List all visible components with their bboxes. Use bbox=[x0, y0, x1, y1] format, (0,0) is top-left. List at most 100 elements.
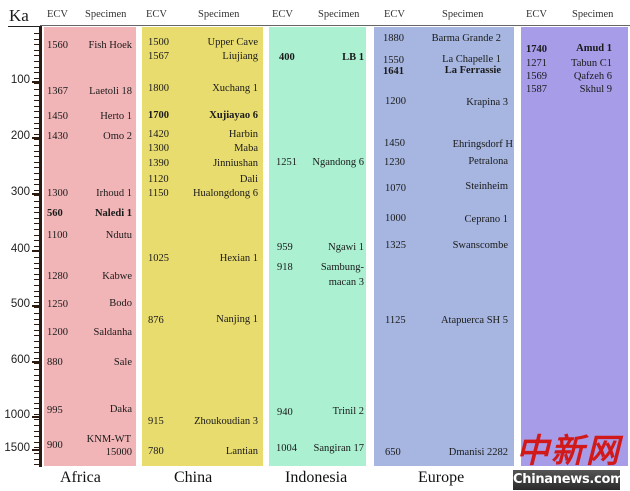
watermark-logo-chinese: 中新网 bbox=[516, 431, 621, 470]
ecv-value: 1100 bbox=[47, 230, 68, 241]
minor-tick bbox=[34, 458, 40, 460]
ecv-value: 940 bbox=[277, 407, 293, 418]
specimen-name: Atapuerca SH 5 bbox=[440, 315, 508, 326]
major-tick bbox=[32, 81, 40, 83]
specimen-name: Ndutu bbox=[105, 230, 132, 241]
specimen-name: Hualongdong 6 bbox=[192, 188, 258, 199]
region-label-europe: Europe bbox=[418, 469, 465, 486]
major-tick bbox=[32, 305, 40, 307]
specimen-name-line2: 15000 bbox=[105, 447, 132, 458]
ecv-value: 1271 bbox=[526, 58, 547, 69]
specimen-name: Upper Cave bbox=[207, 37, 258, 48]
minor-tick bbox=[34, 385, 40, 387]
specimen-name-highlighted: La Ferrassie bbox=[444, 65, 501, 76]
minor-tick bbox=[34, 38, 40, 40]
ecv-value: 1390 bbox=[148, 158, 169, 169]
indonesia-ecv-header: ECV bbox=[272, 9, 293, 20]
minor-tick bbox=[34, 391, 40, 393]
ecv-value: 1430 bbox=[47, 131, 68, 142]
panel-africa bbox=[44, 27, 136, 466]
specimen-name: Bodo bbox=[109, 298, 132, 309]
specimen-name: Sangiran 17 bbox=[313, 443, 364, 454]
minor-tick bbox=[34, 402, 40, 404]
ecv-value: 1560 bbox=[47, 40, 68, 51]
minor-tick bbox=[34, 419, 40, 421]
west-asia-specimen-header: Specimen bbox=[572, 9, 614, 20]
ecv-value-highlighted: 1641 bbox=[383, 66, 404, 77]
minor-tick bbox=[34, 195, 40, 197]
minor-tick bbox=[34, 257, 40, 258]
west-asia-ecv-header: ECV bbox=[526, 9, 547, 20]
panel-indonesia bbox=[269, 27, 366, 466]
specimen-name: Kabwe bbox=[102, 271, 132, 282]
specimen-name: Fish Hoek bbox=[88, 40, 132, 51]
minor-tick bbox=[34, 201, 40, 202]
tick-label: 300 bbox=[10, 186, 30, 198]
ecv-value: 1500 bbox=[148, 37, 169, 48]
specimen-name: Trinil 2 bbox=[332, 406, 364, 417]
ecv-value: 1000 bbox=[385, 213, 406, 224]
ecv-value: 876 bbox=[148, 315, 164, 326]
tick-label: 400 bbox=[10, 243, 30, 255]
major-tick bbox=[32, 416, 40, 418]
minor-tick bbox=[34, 49, 40, 51]
region-label-africa: Africa bbox=[60, 469, 101, 486]
minor-tick bbox=[34, 329, 40, 331]
major-tick bbox=[32, 250, 40, 252]
minor-tick bbox=[34, 117, 40, 118]
minor-tick bbox=[34, 212, 40, 214]
minor-tick bbox=[34, 150, 40, 152]
minor-tick bbox=[34, 178, 40, 180]
minor-tick bbox=[34, 273, 40, 275]
minor-tick bbox=[34, 223, 40, 225]
specimen-name: Zhoukoudian 3 bbox=[194, 416, 258, 427]
indonesia-specimen-header: Specimen bbox=[318, 9, 360, 20]
panel-china bbox=[142, 27, 263, 466]
ecv-value: 1880 bbox=[383, 33, 404, 44]
minor-tick bbox=[34, 156, 40, 158]
minor-tick bbox=[34, 313, 40, 314]
minor-tick bbox=[34, 352, 40, 354]
minor-tick bbox=[34, 139, 40, 141]
minor-tick bbox=[34, 290, 40, 292]
ecv-value: 1587 bbox=[526, 84, 547, 95]
ecv-value: 915 bbox=[148, 416, 164, 427]
ecv-value: 1325 bbox=[385, 240, 406, 251]
china-specimen-header: Specimen bbox=[198, 9, 240, 20]
minor-tick bbox=[34, 173, 40, 174]
minor-tick bbox=[34, 77, 40, 79]
minor-tick bbox=[34, 408, 40, 410]
europe-specimen-header: Specimen bbox=[442, 9, 484, 20]
minor-tick bbox=[34, 307, 40, 309]
specimen-name: Dmanisi 2282 bbox=[448, 447, 508, 458]
ecv-value: 880 bbox=[47, 357, 63, 368]
ecv-value: 1250 bbox=[47, 299, 68, 310]
minor-tick bbox=[34, 100, 40, 102]
ecv-value: 1550 bbox=[383, 55, 404, 66]
specimen-name: Saldanha bbox=[93, 327, 133, 338]
specimen-name: Petralona bbox=[468, 156, 508, 167]
ecv-value: 1200 bbox=[47, 327, 68, 338]
specimen-name: Omo 2 bbox=[103, 131, 132, 142]
minor-tick bbox=[34, 425, 40, 426]
ecv-value: 1367 bbox=[47, 86, 68, 97]
ecv-value: 1125 bbox=[385, 315, 406, 326]
minor-tick bbox=[34, 229, 40, 230]
ecv-value: 1200 bbox=[385, 96, 406, 107]
specimen-name: Maba bbox=[234, 143, 258, 154]
minor-tick bbox=[34, 268, 40, 270]
major-tick bbox=[32, 361, 40, 363]
ecv-value: 650 bbox=[385, 447, 401, 458]
tick-label: 100 bbox=[10, 74, 30, 86]
ecv-value: 1025 bbox=[148, 253, 169, 264]
specimen-name: Ceprano 1 bbox=[464, 214, 508, 225]
major-tick bbox=[32, 193, 40, 195]
minor-tick bbox=[34, 61, 40, 62]
specimen-name: La Chapelle 1 bbox=[442, 54, 501, 65]
ecv-value: 1300 bbox=[47, 188, 68, 199]
specimen-name: Daka bbox=[109, 404, 132, 415]
minor-tick bbox=[34, 89, 40, 90]
minor-tick bbox=[34, 83, 40, 85]
specimen-name: Lantian bbox=[225, 446, 258, 457]
specimen-name: Qafzeh 6 bbox=[573, 71, 612, 82]
